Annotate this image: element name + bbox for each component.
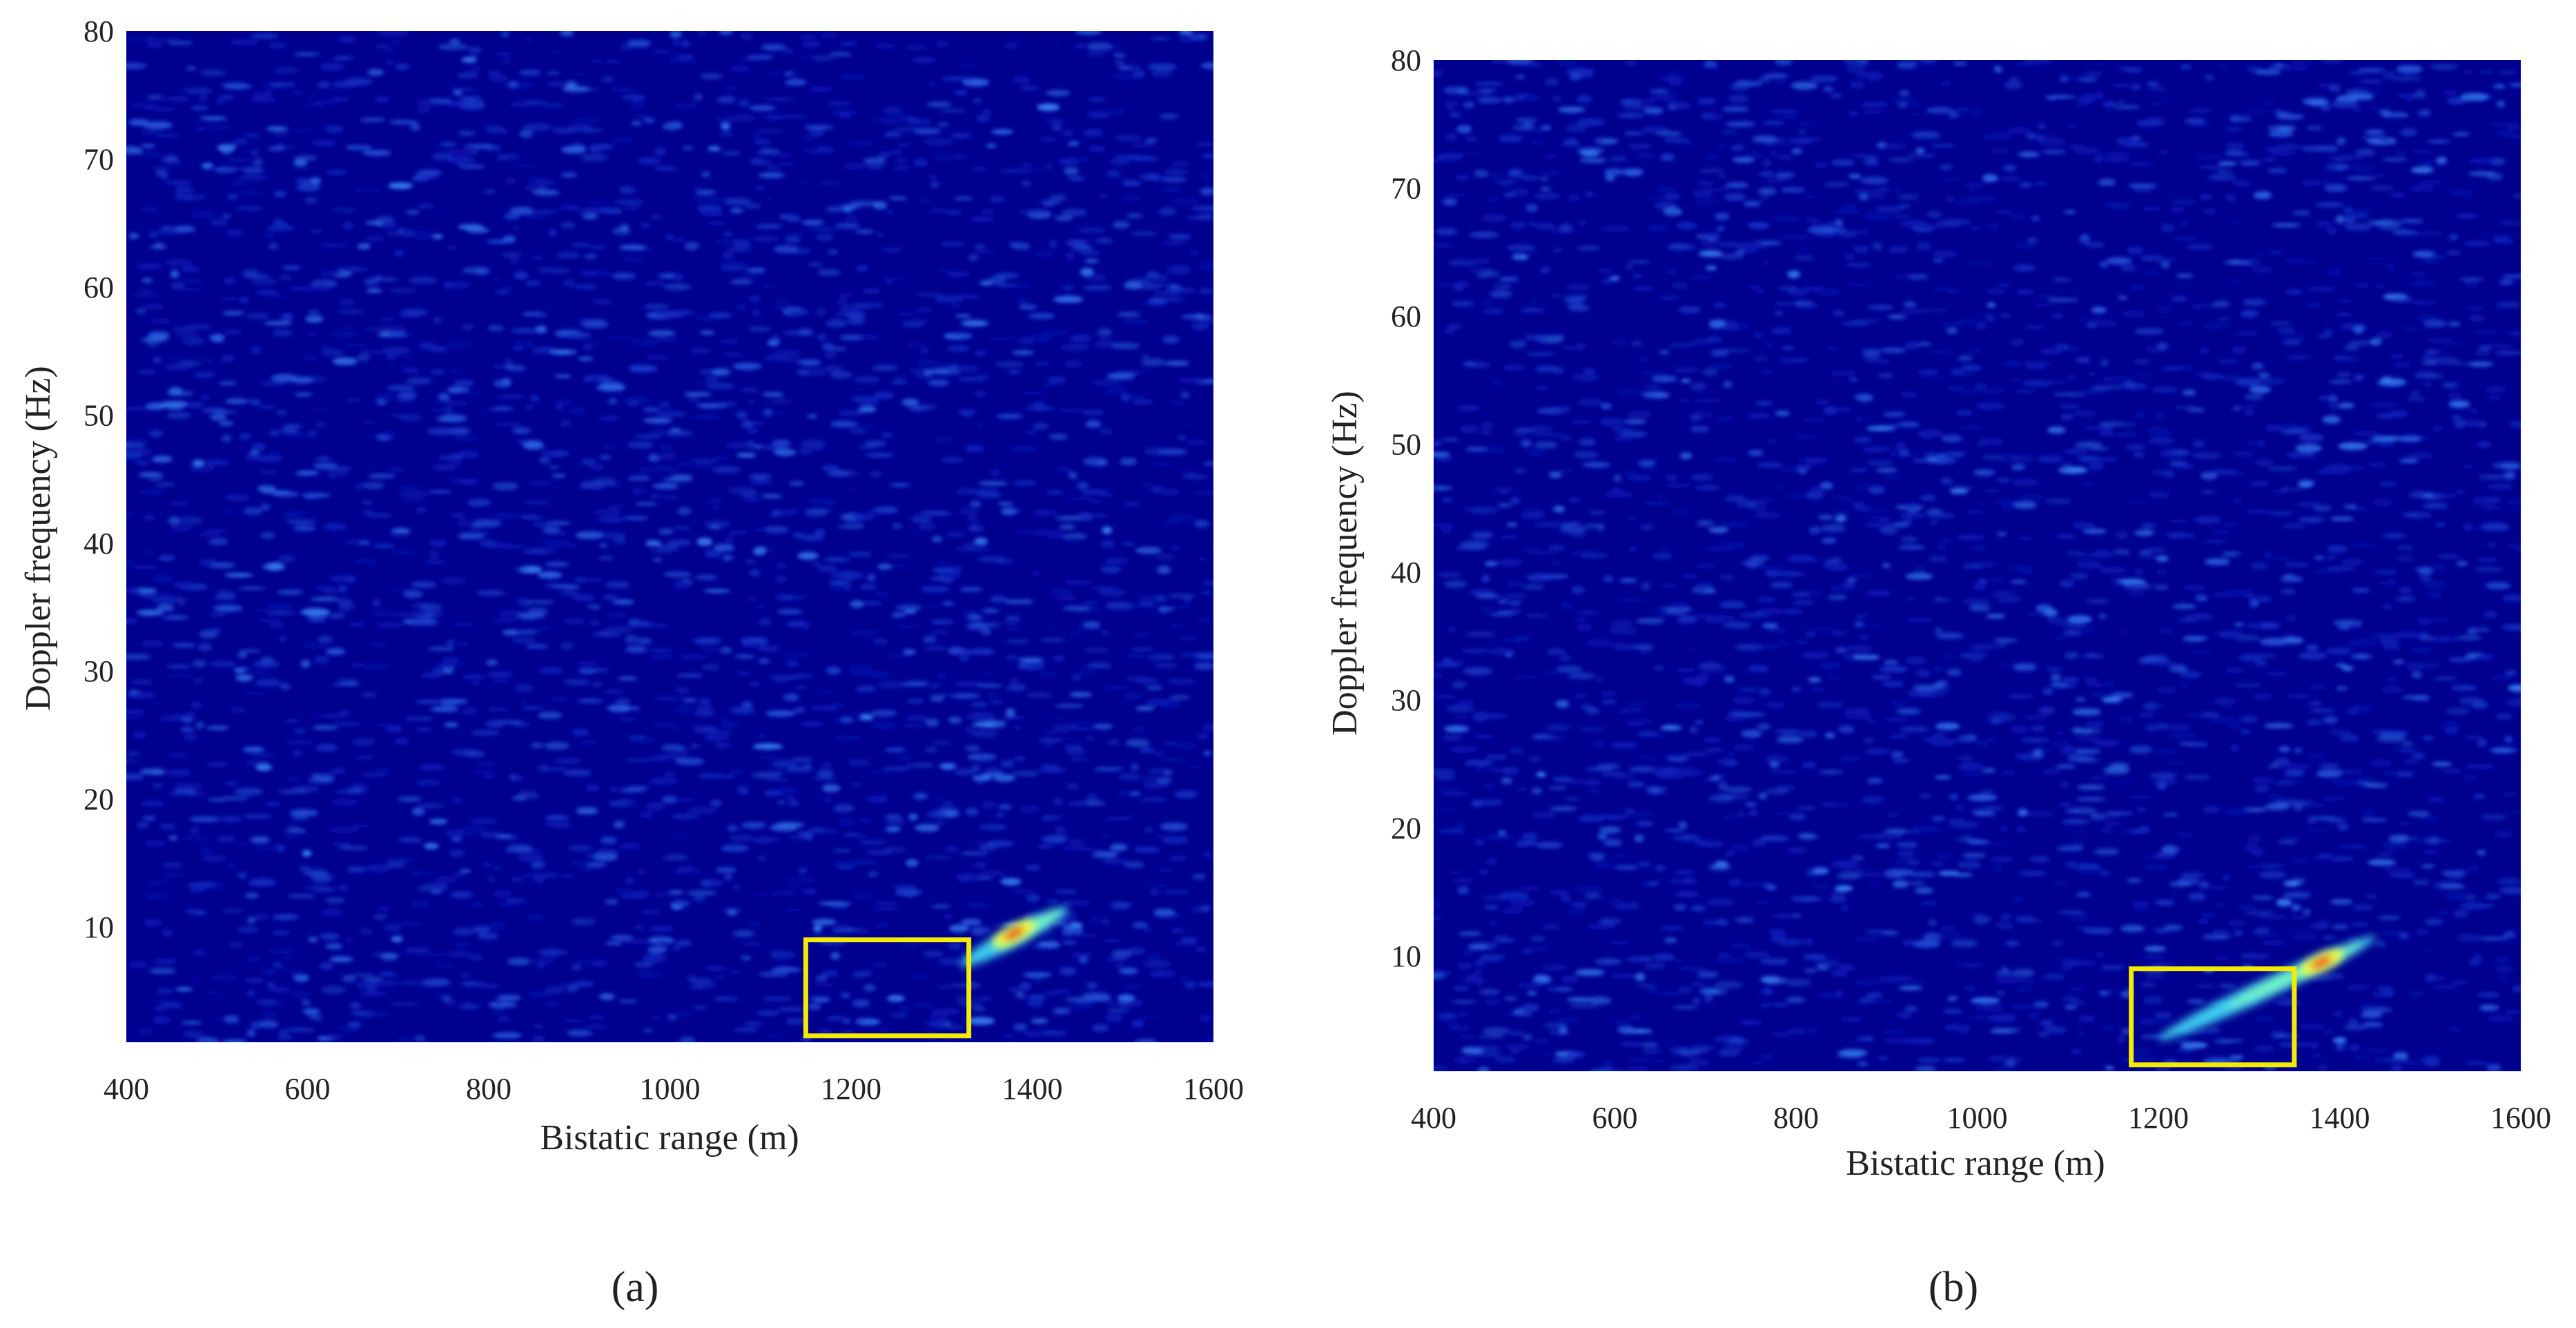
x-tick-label: 1200: [821, 1072, 881, 1106]
y-tick-label: 80: [84, 14, 114, 48]
highlight-box: [803, 937, 972, 1039]
target-peak: [993, 920, 1035, 947]
noise-texture: [126, 31, 1213, 1042]
y-tick-label: 30: [1391, 683, 1421, 717]
x-tick-label: 1600: [1183, 1072, 1244, 1106]
y-axis-label-b: Doppler frequency (Hz): [1325, 391, 1365, 736]
y-tick-label: 70: [84, 142, 114, 176]
y-tick-label: 60: [1391, 300, 1421, 333]
x-tick-label: 1000: [640, 1072, 701, 1106]
y-tick-label: 60: [84, 271, 114, 304]
x-tick-label: 400: [104, 1072, 149, 1106]
y-axis-label-a: Doppler frequency (Hz): [19, 366, 58, 711]
x-tick-label: 800: [1773, 1101, 1819, 1135]
y-tick-label: 20: [84, 783, 114, 817]
x-tick-label: 1600: [2490, 1101, 2551, 1135]
panel-label-a: (a): [612, 1264, 659, 1311]
y-tick-label: 50: [1391, 427, 1421, 461]
x-tick-label: 1400: [2310, 1101, 2370, 1135]
y-tick-label: 10: [1391, 939, 1421, 973]
y-tick-label: 10: [84, 910, 114, 944]
y-tick-label: 40: [84, 527, 114, 560]
x-tick-label: 1000: [1947, 1101, 2008, 1135]
x-axis-label-b: Bistatic range (m): [1846, 1144, 2105, 1183]
x-tick-label: 800: [466, 1072, 511, 1106]
y-tick-labels-b: 10 20 30 40 50 60 70 80: [1391, 43, 1421, 973]
x-tick-label: 600: [285, 1072, 331, 1106]
y-tick-label: 20: [1391, 812, 1421, 846]
y-tick-label: 80: [1391, 43, 1421, 77]
x-tick-label: 400: [1411, 1101, 1456, 1135]
plot-area-a: [126, 31, 1213, 1042]
plot-area-b: [1434, 60, 2521, 1071]
x-tick-labels-b: 400 600 800 1000 1200 1400 1600: [1411, 1101, 2551, 1135]
x-tick-labels-a: 400 600 800 1000 1200 1400 1600: [104, 1072, 1244, 1106]
x-tick-label: 1400: [1002, 1072, 1063, 1106]
heatmap-panel-b: 400 600 800 1000 1200 1400 1600 10 20 30 40 50 60 70…: [1325, 43, 2551, 1311]
x-tick-label: 1200: [2128, 1101, 2189, 1135]
panel-label-b: (b): [1929, 1264, 1978, 1311]
y-tick-label: 40: [1391, 556, 1421, 589]
y-tick-label: 50: [84, 398, 114, 432]
x-axis-label-a: Bistatic range (m): [540, 1118, 799, 1158]
heatmap-panel-a: 400 600 800 1000 1200 1400 1600 10 20 30 40 50 60 70…: [19, 14, 1244, 1311]
target-peak: [2300, 950, 2343, 975]
y-tick-label: 30: [84, 654, 114, 688]
x-tick-label: 600: [1592, 1101, 1638, 1135]
y-tick-label: 70: [1391, 171, 1421, 205]
y-tick-labels-a: 10 20 30 40 50 60 70 80: [84, 14, 114, 944]
highlight-box: [2129, 966, 2297, 1068]
